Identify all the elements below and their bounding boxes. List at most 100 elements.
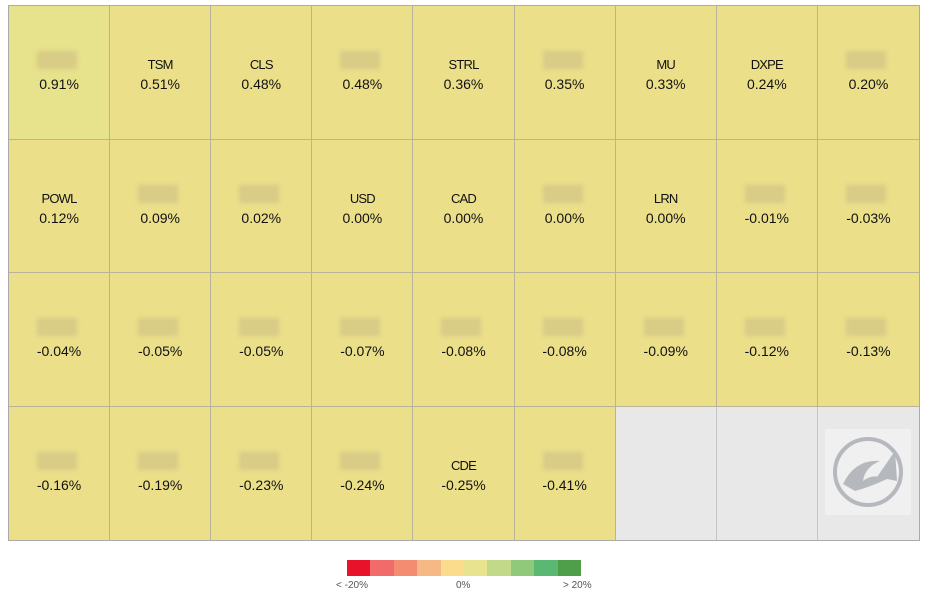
ticker: DXPE — [750, 57, 784, 72]
blurred-ticker — [441, 318, 482, 336]
logo — [824, 428, 911, 515]
legend-swatch — [393, 560, 418, 576]
blurred-ticker — [239, 318, 280, 336]
change: 0.02% — [241, 209, 282, 226]
legend-swatch — [417, 560, 441, 576]
tile: -0.24% — [312, 406, 414, 540]
tile: 0.02% — [211, 139, 313, 273]
legend-swatch — [487, 560, 511, 576]
change: -0.24% — [340, 476, 385, 493]
tile: LRN 0.00% — [615, 139, 717, 273]
tile: -0.16% — [9, 406, 111, 540]
ticker: CAD — [450, 190, 477, 206]
tile: STRL 0.36% — [413, 6, 515, 140]
ticker: STRL — [448, 57, 479, 72]
blurred-ticker — [138, 451, 179, 470]
empty-tile — [716, 406, 818, 540]
tile: CDE -0.25% — [413, 406, 515, 540]
change: -0.08% — [441, 343, 486, 359]
legend-swatch — [440, 560, 464, 576]
blurred-ticker — [542, 184, 583, 203]
change: 0.48% — [241, 76, 282, 92]
ticker: CDE — [450, 457, 477, 473]
tile: 0.00% — [514, 139, 616, 273]
tile: DXPE 0.24% — [716, 6, 818, 140]
change: 0.00% — [645, 209, 686, 226]
change: 0.24% — [746, 76, 787, 92]
change: 0.20% — [848, 76, 889, 92]
tile: -0.09% — [615, 273, 717, 407]
tile: TSM 0.51% — [110, 6, 212, 140]
change: 0.36% — [443, 76, 484, 92]
legend-swatch — [370, 560, 394, 576]
blurred-ticker — [542, 51, 583, 69]
tile: 0.91% — [9, 6, 111, 140]
blurred-ticker — [37, 451, 78, 470]
blurred-ticker — [643, 318, 684, 336]
empty-tile — [615, 406, 717, 540]
legend-swatch — [463, 560, 488, 576]
legend-swatch — [534, 560, 558, 576]
change: 0.00% — [342, 209, 383, 226]
change: -0.23% — [239, 476, 284, 493]
tile: -0.23% — [211, 406, 313, 540]
ticker: TSM — [147, 57, 174, 72]
change: -0.03% — [846, 209, 891, 226]
tile: -0.08% — [514, 273, 616, 407]
tile: -0.07% — [312, 273, 414, 407]
change: -0.12% — [744, 343, 789, 359]
blurred-ticker — [846, 318, 887, 336]
tile: CLS 0.48% — [211, 6, 313, 140]
legend-label: < -20% — [336, 580, 368, 591]
change: -0.01% — [744, 209, 789, 226]
change: 0.48% — [342, 76, 383, 92]
change: -0.04% — [36, 343, 82, 359]
ticker: USD — [349, 190, 376, 206]
blurred-ticker — [744, 318, 785, 336]
change: 0.00% — [443, 209, 484, 226]
change: 0.12% — [39, 209, 79, 226]
ticker: LRN — [653, 190, 678, 206]
tile: -0.05% — [110, 273, 212, 407]
blurred-ticker — [744, 184, 785, 203]
change: 0.09% — [140, 209, 181, 226]
tile: 0.48% — [312, 6, 414, 140]
tile: MU 0.33% — [615, 6, 717, 140]
tile: -0.12% — [716, 273, 818, 407]
change: 0.00% — [544, 209, 585, 226]
blurred-ticker — [340, 451, 381, 470]
blurred-ticker — [239, 184, 280, 203]
tile: 0.09% — [110, 139, 212, 273]
change: -0.19% — [137, 476, 183, 493]
change: -0.41% — [542, 476, 587, 493]
tile: CAD 0.00% — [413, 139, 515, 273]
tile: -0.05% — [211, 273, 313, 407]
blurred-ticker — [846, 184, 887, 203]
tile: -0.01% — [716, 139, 818, 273]
change: 0.33% — [645, 76, 686, 92]
change: 0.35% — [544, 76, 585, 92]
tile: -0.13% — [817, 273, 919, 407]
change: 0.91% — [39, 76, 79, 92]
empty-tile — [817, 406, 919, 540]
legend-swatch — [347, 560, 371, 576]
tile: -0.04% — [9, 273, 111, 407]
blurred-ticker — [340, 318, 381, 336]
blurred-ticker — [340, 51, 381, 69]
tile: -0.41% — [514, 406, 616, 540]
change: -0.05% — [239, 343, 284, 359]
blurred-ticker — [37, 51, 78, 69]
legend-label: > 20% — [563, 580, 592, 591]
ticker: POWL — [41, 190, 78, 206]
tile: 0.20% — [817, 6, 919, 140]
change: -0.08% — [542, 343, 587, 359]
tile: USD 0.00% — [312, 139, 414, 273]
blurred-ticker — [239, 451, 280, 470]
change: -0.25% — [441, 476, 486, 493]
legend-swatch — [557, 560, 581, 576]
ticker: MU — [656, 57, 676, 72]
change: -0.07% — [340, 343, 385, 359]
tile: 0.35% — [514, 6, 616, 140]
blurred-ticker — [138, 318, 179, 336]
